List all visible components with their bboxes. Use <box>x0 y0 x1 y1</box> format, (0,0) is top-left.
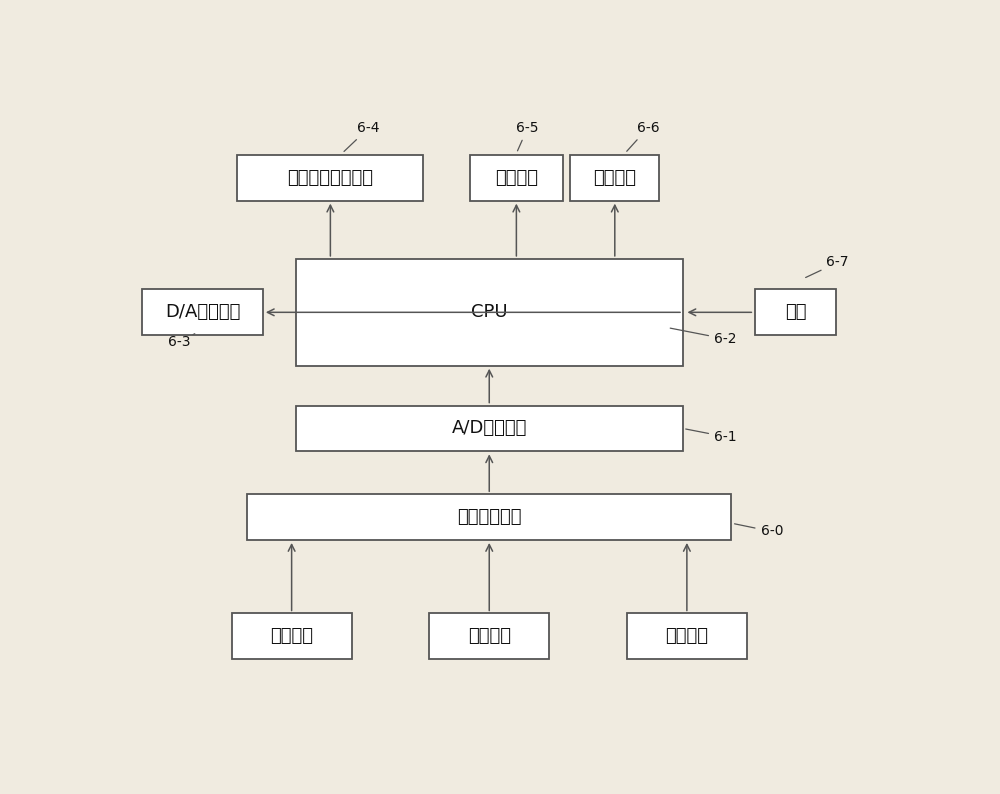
Text: 温度信号: 温度信号 <box>270 627 313 646</box>
Text: 环路电流输出模块: 环路电流输出模块 <box>287 169 373 187</box>
Text: D/A转换模块: D/A转换模块 <box>165 303 240 322</box>
Text: 6-0: 6-0 <box>735 524 783 538</box>
Text: 显示模块: 显示模块 <box>593 169 636 187</box>
Text: A/D转换模块: A/D转换模块 <box>452 419 527 437</box>
Text: 键盘: 键盘 <box>785 303 806 322</box>
Text: 6-3: 6-3 <box>168 333 195 349</box>
Bar <box>232 614 352 659</box>
Bar <box>237 155 423 201</box>
Text: 6-5: 6-5 <box>516 121 539 151</box>
Text: 压力信号: 压力信号 <box>665 627 708 646</box>
Text: 其他信号: 其他信号 <box>468 627 511 646</box>
Text: 6-1: 6-1 <box>686 429 737 444</box>
Text: 信号调理电路: 信号调理电路 <box>457 508 522 526</box>
Bar <box>755 289 836 335</box>
Bar <box>142 289 263 335</box>
Bar <box>627 614 747 659</box>
Bar <box>296 406 683 452</box>
Text: 6-4: 6-4 <box>344 121 380 152</box>
Text: 6-7: 6-7 <box>806 256 849 278</box>
Bar <box>570 155 659 201</box>
Bar <box>470 155 563 201</box>
Text: 6-2: 6-2 <box>670 328 736 346</box>
Bar <box>429 614 549 659</box>
Text: 6-6: 6-6 <box>627 121 659 152</box>
Bar <box>247 494 731 540</box>
Bar <box>296 259 683 366</box>
Text: 通讯模块: 通讯模块 <box>495 169 538 187</box>
Text: CPU: CPU <box>471 303 508 322</box>
